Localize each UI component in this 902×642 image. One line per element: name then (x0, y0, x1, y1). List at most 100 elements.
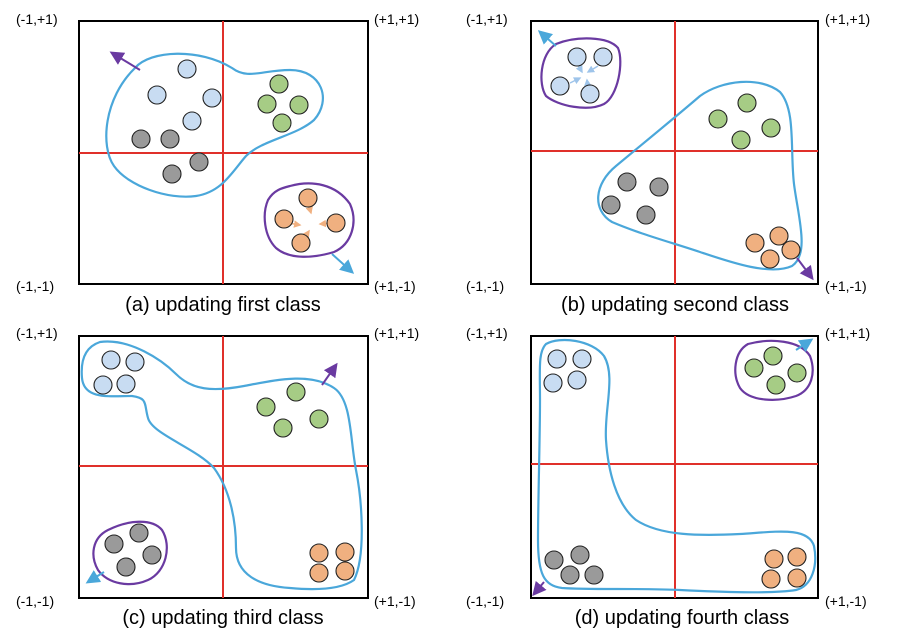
arrow-icon (321, 362, 338, 386)
blue-point (543, 373, 563, 393)
corner-label-bottom-right: (+1,-1) (825, 593, 867, 609)
blue-points (93, 350, 145, 395)
gray-point (617, 172, 637, 192)
orange-points (274, 188, 346, 253)
orange-points (309, 542, 355, 583)
green-points (257, 74, 309, 133)
green-point (309, 409, 329, 429)
orange-point (787, 547, 807, 567)
class-boundary-blob (597, 80, 803, 271)
orange-point (761, 569, 781, 589)
green-point (269, 74, 289, 94)
green-point (737, 93, 757, 113)
arrow-icon (586, 65, 599, 73)
blue-points (543, 349, 592, 393)
blue-point (93, 375, 113, 395)
arrow-icon (331, 253, 355, 274)
gray-point (160, 129, 180, 149)
green-point (289, 95, 309, 115)
blue-point (572, 349, 592, 369)
orange-point (787, 568, 807, 588)
arrow-icon (537, 30, 557, 47)
orange-point (309, 543, 329, 563)
arrow-icon (796, 257, 814, 281)
blue-point (550, 76, 570, 96)
gray-point (636, 205, 656, 225)
gray-point (129, 523, 149, 543)
orange-points (745, 226, 801, 269)
corner-label-top-left: (-1,+1) (466, 11, 508, 27)
panel-b: (-1,+1) (+1,+1) (-1,-1) (+1,-1) (466, 11, 870, 316)
corner-label-bottom-left: (-1,-1) (466, 278, 504, 294)
gray-point (104, 534, 124, 554)
corner-label-top-right: (+1,+1) (374, 325, 419, 341)
class-group-outline (263, 182, 355, 258)
orange-point (309, 563, 329, 583)
green-point (256, 397, 276, 417)
blue-point (202, 88, 222, 108)
arrow-icon (109, 51, 141, 71)
corner-label-bottom-left: (-1,-1) (466, 593, 504, 609)
gray-points (131, 129, 209, 184)
blue-point (567, 370, 587, 390)
panel-caption: (a) updating first class (125, 294, 321, 316)
corner-label-top-right: (+1,+1) (825, 11, 870, 27)
green-points (256, 382, 329, 438)
blue-point (580, 84, 600, 104)
blue-points (147, 59, 222, 131)
green-point (286, 382, 306, 402)
green-point (708, 109, 728, 129)
class-boundary-blob (80, 340, 363, 591)
green-point (766, 375, 786, 395)
orange-point (745, 233, 765, 253)
blue-point (125, 352, 145, 372)
panel-d: (-1,+1) (+1,+1) (-1,-1) (+1,-1) (466, 325, 870, 629)
blue-point (593, 47, 613, 67)
gray-point (189, 152, 209, 172)
corner-label-top-right: (+1,+1) (374, 11, 419, 27)
blue-point (567, 47, 587, 67)
arrow-icon (795, 338, 814, 353)
panel-caption: (c) updating third class (122, 607, 323, 629)
gray-point (560, 565, 580, 585)
gray-point (570, 545, 590, 565)
panel-c: (-1,+1) (+1,+1) (-1,-1) (+1,-1) (16, 325, 419, 629)
gray-point (544, 550, 564, 570)
orange-point (760, 249, 780, 269)
green-points (744, 346, 807, 395)
corner-label-bottom-left: (-1,-1) (16, 593, 54, 609)
corner-label-bottom-right: (+1,-1) (374, 278, 416, 294)
blue-point (147, 85, 167, 105)
class-group-outline (92, 520, 168, 586)
gray-point (116, 557, 136, 577)
gray-points (601, 172, 669, 225)
corner-label-top-left: (-1,+1) (16, 11, 58, 27)
class-boundary-blob (105, 52, 324, 198)
panel-a: (-1,+1) (+1,+1) (-1,-1) (+1,-1) (16, 11, 419, 316)
arrow-icon (569, 77, 582, 85)
green-point (763, 346, 783, 366)
gray-point (649, 177, 669, 197)
gray-point (601, 195, 621, 215)
blue-points (550, 47, 613, 104)
green-point (273, 418, 293, 438)
blue-point (547, 349, 567, 369)
orange-point (291, 233, 311, 253)
green-point (744, 358, 764, 378)
corner-label-bottom-right: (+1,-1) (374, 593, 416, 609)
orange-point (326, 213, 346, 233)
panel-caption: (b) updating second class (561, 294, 789, 316)
corner-label-top-left: (-1,+1) (16, 325, 58, 341)
orange-point (764, 549, 784, 569)
class-group-outline (540, 37, 622, 109)
gray-point (142, 545, 162, 565)
orange-point (781, 240, 801, 260)
green-point (257, 94, 277, 114)
gray-point (131, 129, 151, 149)
blue-point (116, 374, 136, 394)
arrow-icon (85, 570, 105, 584)
orange-point (335, 561, 355, 581)
class-group-outline (734, 339, 814, 401)
corner-label-bottom-right: (+1,-1) (825, 278, 867, 294)
